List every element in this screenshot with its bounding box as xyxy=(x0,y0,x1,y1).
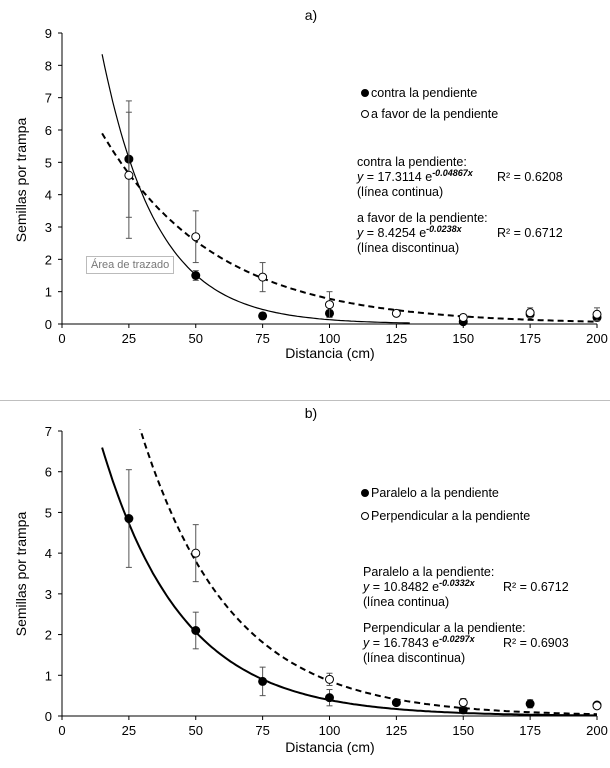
legend-marker xyxy=(361,89,369,97)
r-squared: R² = 0.6712 xyxy=(497,226,563,240)
legend-entry: a favor de la pendiente xyxy=(371,107,498,121)
legend-marker xyxy=(361,489,369,497)
chart-1: b) 0 25 50 75 100 125 150 175 200 0 1 2 3 4 5 6 7 Distanci… xyxy=(13,405,608,755)
y-tick-label: 5 xyxy=(45,155,52,170)
legend-entry: contra la pendiente xyxy=(371,86,477,100)
y-tick-label: 2 xyxy=(45,628,52,643)
y-tick-label: 8 xyxy=(45,58,52,73)
y-tick-label: 0 xyxy=(45,317,52,332)
y-tick-label: 1 xyxy=(45,285,52,300)
legend-entry: Paralelo a la pendiente xyxy=(371,486,499,500)
chart-title: b) xyxy=(305,405,317,421)
data-point-filled xyxy=(258,311,268,321)
data-point-open xyxy=(191,232,201,242)
x-tick-label: 175 xyxy=(519,723,541,738)
y-tick-label: 3 xyxy=(45,220,52,235)
data-point-open xyxy=(325,674,334,684)
x-tick-label: 100 xyxy=(319,723,341,738)
fit-curve-dashed xyxy=(139,429,598,716)
fit-curve-solid xyxy=(101,447,597,716)
r-squared: R² = 0.6903 xyxy=(503,636,569,650)
equation-label: Paralelo a la pendiente: xyxy=(363,565,494,579)
x-tick-label: 50 xyxy=(189,331,203,346)
data-point-open xyxy=(592,701,602,711)
data-point-filled xyxy=(258,676,268,686)
x-tick-label: 0 xyxy=(58,723,65,738)
panel-separator xyxy=(0,400,610,401)
x-tick-label: 100 xyxy=(319,331,341,346)
equation-label: contra la pendiente: xyxy=(357,155,467,169)
x-tick-label: 25 xyxy=(122,331,136,346)
y-tick-label: 1 xyxy=(45,668,52,683)
x-tick-label: 0 xyxy=(58,331,65,346)
line-style-note: (línea continua) xyxy=(357,185,443,199)
y-axis-label: Semillas por trampa xyxy=(13,512,29,637)
x-tick-label: 75 xyxy=(255,723,269,738)
chart-title: a) xyxy=(305,7,317,23)
y-tick-label: 6 xyxy=(45,123,52,138)
data-point-open xyxy=(391,308,401,318)
data-point-open xyxy=(592,309,602,319)
x-tick-label: 25 xyxy=(122,723,136,738)
data-point-open xyxy=(458,313,468,323)
x-tick-label: 200 xyxy=(586,331,608,346)
data-point-filled xyxy=(191,271,201,280)
data-point-filled xyxy=(124,514,134,524)
plot-area-tooltip: Área de trazado xyxy=(86,256,175,274)
r-squared: R² = 0.6208 xyxy=(497,170,563,184)
data-point-open xyxy=(325,300,334,310)
y-tick-label: 7 xyxy=(45,91,52,106)
fit-curve-solid xyxy=(101,54,410,324)
y-tick-label: 6 xyxy=(45,465,52,480)
line-style-note: (línea discontinua) xyxy=(357,241,459,255)
data-point-filled xyxy=(525,699,535,709)
x-tick-label: 125 xyxy=(386,331,408,346)
equation-label: a favor de la pendiente: xyxy=(357,211,488,225)
y-tick-label: 4 xyxy=(45,546,52,561)
equation: y = 10.8482 e-0.0332x xyxy=(362,578,476,594)
legend-entry: Perpendicular a la pendiente xyxy=(371,509,530,523)
fit-curve-dashed xyxy=(101,132,598,323)
data-point-filled xyxy=(391,698,401,708)
data-point-filled xyxy=(191,626,201,635)
data-point-filled xyxy=(325,693,334,703)
equation: y = 8.4254 e-0.0238x xyxy=(356,224,463,240)
chart-0: a) 0 25 50 75 100 125 150 175 200 0 1 2 3 4 5 6 7 8 9 Distan… xyxy=(13,7,608,361)
x-tick-label: 150 xyxy=(452,331,474,346)
x-axis-label: Distancia (cm) xyxy=(285,739,374,755)
r-squared: R² = 0.6712 xyxy=(503,580,569,594)
y-tick-label: 7 xyxy=(45,424,52,439)
legend-marker xyxy=(361,110,369,118)
x-tick-label: 75 xyxy=(255,331,269,346)
line-style-note: (línea discontinua) xyxy=(363,651,465,665)
x-tick-label: 200 xyxy=(586,723,608,738)
y-tick-label: 5 xyxy=(45,505,52,520)
data-point-open xyxy=(458,698,468,708)
x-tick-label: 50 xyxy=(189,723,203,738)
y-tick-label: 4 xyxy=(45,188,52,203)
y-axis-label: Semillas por trampa xyxy=(13,118,29,243)
x-tick-label: 125 xyxy=(386,723,408,738)
x-tick-label: 150 xyxy=(452,723,474,738)
y-tick-label: 2 xyxy=(45,252,52,267)
equation: y = 17.3114 e-0.04867x xyxy=(356,168,474,184)
x-tick-label: 175 xyxy=(519,331,541,346)
y-tick-label: 9 xyxy=(45,26,52,41)
y-tick-label: 3 xyxy=(45,587,52,602)
line-style-note: (línea continua) xyxy=(363,595,449,609)
data-point-open xyxy=(124,170,134,180)
equation-label: Perpendicular a la pendiente: xyxy=(363,621,526,635)
equation: y = 16.7843 e-0.0297x xyxy=(362,634,476,650)
data-point-open xyxy=(258,272,268,282)
y-tick-label: 0 xyxy=(45,709,52,724)
data-point-open xyxy=(191,548,201,558)
x-axis-label: Distancia (cm) xyxy=(285,345,374,361)
data-point-open xyxy=(525,308,535,318)
legend-marker xyxy=(361,512,369,520)
